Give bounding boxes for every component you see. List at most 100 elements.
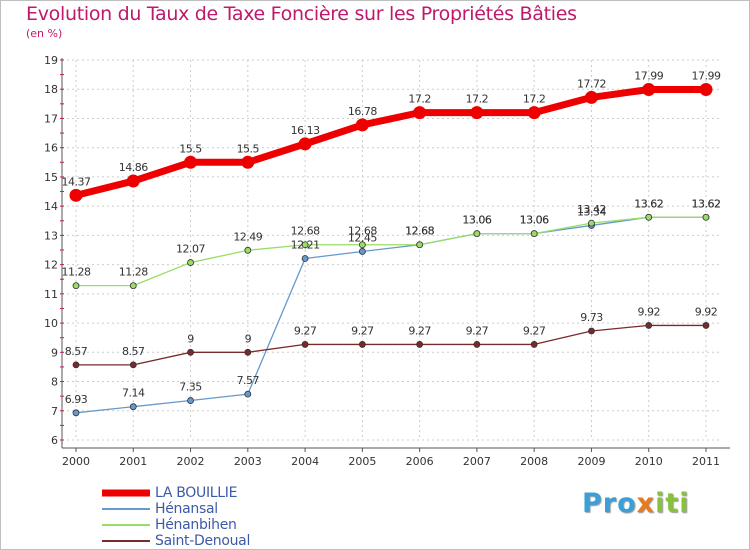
- data-label-0-1: 14.86: [119, 161, 148, 174]
- series-point-2-0: [72, 282, 80, 290]
- x-tick-label: 2002: [177, 455, 205, 468]
- data-label-0-4: 16.13: [291, 124, 320, 137]
- y-tick-label: 16: [44, 142, 58, 155]
- data-label-3-2: 9: [187, 332, 194, 345]
- data-label-1-8: 13.06: [520, 214, 549, 227]
- x-tick-label: 2009: [577, 455, 605, 468]
- logo-text-x: x: [636, 488, 656, 519]
- data-label-0-0: 14.37: [62, 175, 91, 188]
- data-label-3-4: 9.27: [294, 324, 317, 337]
- x-tick-label: 2011: [692, 455, 720, 468]
- y-tick-label: 18: [44, 83, 58, 96]
- series-point-2-7: [473, 230, 481, 238]
- y-tick-label: 14: [44, 200, 58, 213]
- data-label-1-5: 12.45: [348, 231, 377, 244]
- series-point-0-2: [184, 155, 198, 169]
- data-label-1-3: 7.57: [237, 374, 260, 387]
- series-point-2-9: [588, 219, 595, 227]
- data-label-2-8: 13.06: [520, 214, 549, 227]
- data-label-0-9: 17.72: [577, 77, 606, 90]
- x-tick-label: 2000: [62, 455, 90, 468]
- legend-label-la-bouillie: LA BOUILLIE: [155, 485, 238, 501]
- series-point-2-4: [301, 241, 309, 249]
- data-label-2-10: 13.62: [634, 197, 663, 210]
- series-point-3-2: [187, 348, 194, 356]
- series-point-0-3: [241, 155, 255, 169]
- y-tick-label: 19: [44, 54, 58, 67]
- y-tick-label: 10: [44, 317, 58, 330]
- data-label-1-2: 7.35: [179, 381, 202, 394]
- x-tick-label: 2008: [520, 455, 548, 468]
- y-axis-unit: (en %): [26, 27, 63, 40]
- series-point-3-3: [244, 348, 252, 356]
- data-label-0-3: 15.5: [237, 142, 260, 155]
- series-point-2-10: [645, 213, 653, 221]
- data-label-3-7: 9.27: [466, 324, 489, 337]
- x-tick-label: 2001: [119, 455, 147, 468]
- series-point-3-7: [473, 341, 481, 348]
- series-point-1-3: [244, 390, 252, 398]
- y-tick-label: 8: [51, 376, 58, 389]
- series-point-2-6: [416, 241, 424, 249]
- data-label-3-3: 9: [245, 332, 252, 345]
- data-label-3-1: 8.57: [122, 345, 145, 358]
- series-point-0-8: [527, 106, 541, 120]
- data-label-3-0: 8.57: [65, 345, 88, 358]
- data-label-0-5: 16.78: [348, 105, 377, 118]
- x-tick-label: 2010: [635, 455, 663, 468]
- series-point-2-8: [530, 230, 538, 238]
- y-tick-label: 12: [44, 259, 58, 272]
- data-label-3-5: 9.27: [351, 324, 374, 337]
- series-point-1-4: [301, 255, 309, 262]
- series-point-2-3: [244, 246, 252, 254]
- data-label-3-11: 9.92: [695, 305, 718, 318]
- series-point-2-2: [187, 259, 194, 266]
- series-line-2: [76, 216, 706, 287]
- data-label-0-6: 17.2: [408, 93, 431, 106]
- series-point-3-11: [702, 322, 710, 329]
- x-tick-label: 2004: [291, 455, 319, 468]
- data-label-0-10: 17.99: [634, 70, 663, 83]
- data-label-1-11: 13.62: [692, 197, 721, 210]
- series-point-1-2: [187, 397, 194, 404]
- x-tick-label: 2007: [463, 455, 491, 468]
- y-tick-label: 7: [51, 405, 58, 418]
- series-point-1-0: [72, 409, 80, 417]
- x-tick-label: 2006: [406, 455, 434, 468]
- data-label-0-11: 17.99: [692, 70, 721, 83]
- series-point-3-4: [301, 341, 309, 348]
- y-tick-label: 13: [44, 229, 58, 242]
- series-point-3-5: [358, 341, 366, 348]
- data-label-2-7: 13.06: [462, 214, 491, 227]
- data-label-1-1: 7.14: [122, 387, 145, 400]
- series-line-0: [75, 86, 706, 199]
- series-point-3-8: [530, 341, 538, 348]
- series-point-0-1: [126, 174, 140, 188]
- series-point-0-7: [470, 106, 484, 120]
- legend-label-henanbihen: Hénanbihen: [155, 517, 237, 533]
- series-point-0-6: [413, 106, 427, 120]
- y-tick-label: 11: [44, 288, 58, 301]
- data-label-1-7: 13.06: [462, 214, 491, 227]
- data-label-2-6: 12.68: [405, 225, 434, 238]
- data-label-3-9: 9.73: [580, 311, 603, 324]
- series-line-3: [76, 324, 706, 366]
- series-point-0-10: [642, 83, 656, 97]
- y-tick-label: 15: [44, 171, 58, 184]
- chart-title: Evolution du Taux de Taxe Foncière sur l…: [26, 3, 577, 25]
- series-line-1: [75, 216, 706, 414]
- series-point-0-5: [355, 118, 369, 132]
- logo-text-pro: Pro: [582, 488, 637, 519]
- series-point-3-10: [645, 322, 653, 329]
- y-tick-label: 17: [44, 112, 58, 125]
- series-point-0-0: [69, 188, 83, 202]
- series-point-2-11: [702, 213, 710, 221]
- data-label-1-9: 13.34: [577, 205, 606, 218]
- series-point-3-6: [416, 341, 424, 348]
- legend-label-henansal: Hénansal: [155, 501, 218, 517]
- series-point-2-1: [129, 282, 137, 290]
- data-label-2-1: 11.28: [119, 266, 148, 279]
- data-label-0-8: 17.2: [523, 93, 546, 106]
- logo-text-iti: iti: [655, 488, 690, 519]
